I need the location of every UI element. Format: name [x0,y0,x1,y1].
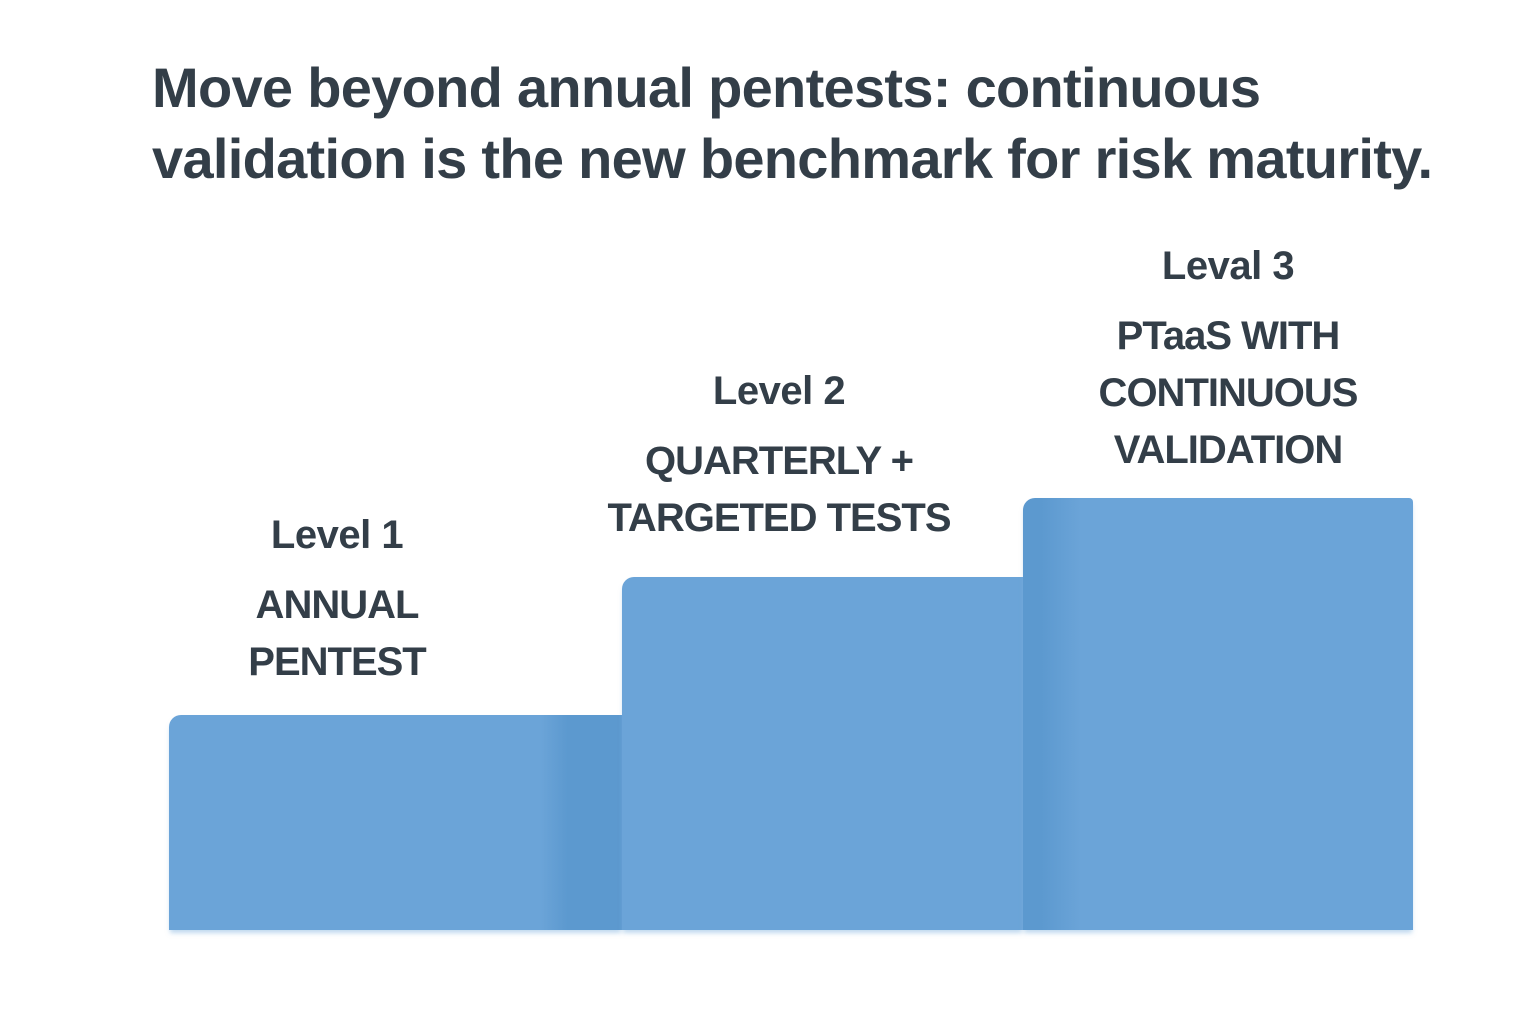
level-2-description-line-2: TARGETED TESTS [607,496,951,541]
chart-title-line-1: Move beyond annual pentests: continuous [152,56,1261,119]
chart-title-line-2: validation is the new benchmark for risk… [152,127,1433,191]
bar-level-2 [622,577,1023,930]
bar-label-level-2: Level 2 QUARTERLY + TARGETED TESTS [607,367,951,547]
level-2-description-line-1: QUARTERLY + [645,439,914,483]
level-2-heading: Level 2 [712,369,846,413]
level-3-description-line-3: VALIDATION [1113,428,1343,473]
level-2-description: QUARTERLY + TARGETED TESTS [607,433,951,547]
bar-level-1 [169,715,622,930]
level-3-description-line-2: CONTINUOUS [1098,371,1359,416]
bar-label-level-3: Leval 3 PTaaS WITH CONTINUOUS VALIDATION [1098,242,1359,480]
level-3-description-line-1: PTaaS WITH [1116,314,1341,358]
level-1-heading: Level 1 [270,513,404,557]
level-3-description: PTaaS WITH CONTINUOUS VALIDATION [1098,308,1359,480]
level-1-description-line-2: PENTEST [248,640,426,685]
level-3-heading: Leval 3 [1161,244,1295,288]
level-1-description: ANNUAL PENTEST [248,577,426,691]
bar-level-3 [1023,498,1413,930]
level-1-description-line-1: ANNUAL [255,583,420,627]
chart-title: Move beyond annual pentests: continuous v… [152,52,1433,194]
bar-label-level-1: Level 1 ANNUAL PENTEST [248,511,426,691]
